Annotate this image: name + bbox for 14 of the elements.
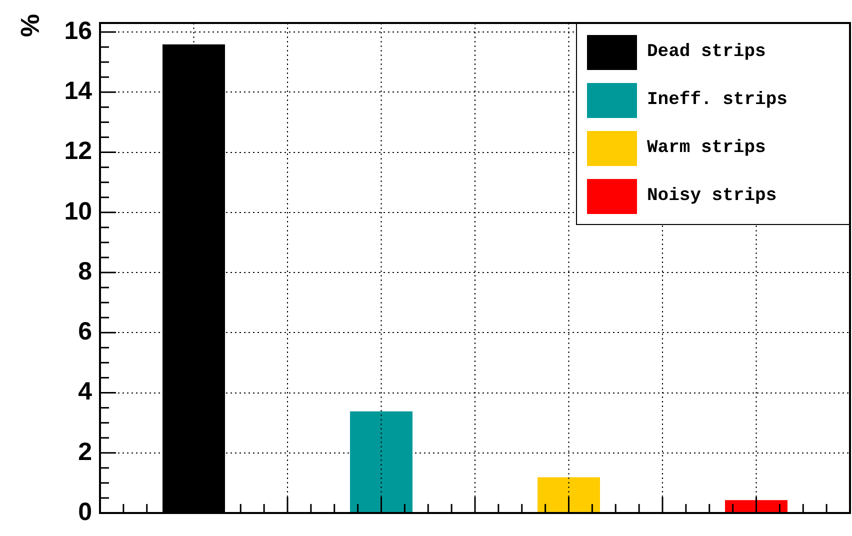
- legend-label: Dead strips: [647, 42, 766, 62]
- legend-label: Noisy strips: [647, 186, 777, 206]
- y-tick-label: 4: [78, 378, 92, 406]
- legend-label: Ineff. strips: [647, 90, 788, 110]
- y-tick-label: 6: [78, 318, 92, 346]
- y-tick-label: 12: [64, 137, 92, 166]
- y-tick-label: 14: [64, 77, 92, 106]
- y-tick-label: 16: [64, 16, 92, 45]
- y-tick-label: 10: [64, 197, 92, 226]
- y-axis-title: %: [14, 14, 46, 38]
- legend-label: Warm strips: [647, 138, 766, 158]
- y-tick-label: 2: [78, 438, 92, 466]
- y-tick-label: 8: [78, 257, 92, 286]
- y-tick-label: 0: [78, 498, 92, 526]
